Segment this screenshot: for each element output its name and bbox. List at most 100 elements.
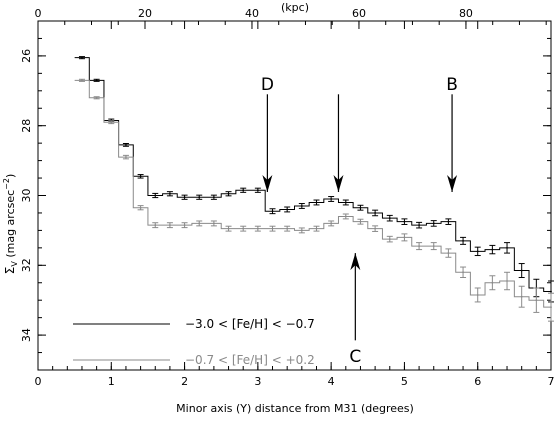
top-tick-label: 60 (352, 7, 366, 20)
data-point (506, 280, 508, 282)
data-point (374, 227, 377, 230)
data-point (242, 227, 245, 230)
x-axis-title: Minor axis (Y) distance from M31 (degree… (176, 402, 414, 415)
data-point (491, 248, 494, 251)
data-point (447, 252, 450, 254)
data-point (212, 222, 215, 225)
x-tick-label: 1 (108, 375, 115, 388)
data-point (183, 224, 186, 227)
y-tick-label: 26 (20, 49, 33, 63)
data-point (95, 96, 98, 99)
data-point (315, 201, 318, 204)
top-tick-label: 0 (35, 7, 42, 20)
data-point (550, 306, 552, 309)
arrow-label: B (446, 75, 458, 95)
top-axis-title: (kpc) (281, 1, 309, 14)
data-point (315, 227, 318, 230)
data-point (198, 222, 201, 225)
data-point (81, 79, 83, 82)
data-point (388, 217, 391, 220)
data-point (139, 206, 142, 209)
x-tick-label: 2 (181, 375, 188, 388)
data-point (169, 224, 171, 227)
series-step-line-0 (74, 57, 551, 292)
data-point (227, 192, 230, 195)
data-point (212, 196, 215, 199)
data-point (550, 290, 552, 293)
data-point (286, 227, 289, 230)
data-point (154, 224, 157, 227)
x-tick-label: 7 (548, 375, 555, 388)
data-point (403, 220, 406, 223)
y-axis-title: ΣV (mag arcsec−2) (2, 174, 19, 275)
data-point (286, 208, 289, 211)
data-point (198, 196, 201, 199)
data-point (183, 196, 186, 199)
data-point (227, 227, 230, 230)
arrow-label: D (261, 75, 274, 95)
data-point (256, 227, 259, 230)
x-tick-label: 6 (474, 375, 481, 388)
data-point (300, 205, 303, 207)
x-tick-label: 5 (401, 375, 408, 388)
top-tick-label: 40 (245, 7, 259, 20)
y-tick-label: 28 (20, 119, 33, 133)
data-point (154, 194, 157, 197)
data-point (403, 236, 406, 239)
annotation-group: D B C (261, 75, 458, 367)
data-point (374, 212, 377, 214)
data-point (418, 224, 420, 227)
data-point (300, 229, 303, 232)
x-tick-label: 0 (35, 375, 42, 388)
data-point (330, 198, 333, 200)
arrow-head (333, 175, 344, 193)
data-point (447, 220, 450, 223)
arrow-head (350, 253, 361, 271)
top-tick-label: 20 (138, 7, 152, 20)
data-point (330, 222, 333, 225)
data-point (242, 189, 245, 192)
data-point (344, 215, 347, 218)
data-point (476, 294, 479, 296)
data-point (359, 206, 362, 209)
y-tick-label: 34 (20, 328, 33, 342)
data-point (125, 143, 127, 146)
data-point (476, 250, 479, 253)
series-step-line-1 (74, 79, 551, 308)
data-point (535, 299, 538, 302)
data-point (344, 201, 347, 204)
data-point (271, 227, 274, 230)
data-point (491, 281, 494, 284)
data-point (256, 189, 259, 192)
arrow-head (447, 175, 458, 193)
data-point (95, 79, 98, 82)
y-tick-label: 30 (20, 189, 33, 203)
data-point (359, 220, 362, 223)
y-tick-label: 32 (20, 258, 33, 272)
arrow-label: C (349, 347, 361, 367)
data-point (506, 246, 508, 249)
data-point (520, 295, 523, 298)
legend-label-metal-poor: −3.0 < [Fe/H] < −0.7 (185, 317, 315, 331)
x-tick-label: 4 (328, 375, 335, 388)
data-point (520, 269, 523, 272)
data-point (271, 210, 274, 213)
arrow-head (262, 175, 273, 193)
data-point (81, 56, 83, 59)
data-point (462, 271, 464, 274)
data-point (432, 245, 435, 248)
data-point (110, 121, 113, 124)
legend-label-metal-rich: −0.7 < [Fe/H] < +0.2 (185, 353, 315, 367)
data-point (169, 192, 171, 195)
legend: −3.0 < [Fe/H] < −0.7 −0.7 < [Fe/H] < +0.… (73, 317, 315, 367)
data-point (388, 238, 391, 241)
data-point (432, 222, 435, 225)
data-point (418, 245, 420, 248)
data-point (125, 156, 127, 159)
x-tick-label: 3 (254, 375, 261, 388)
series-group (74, 56, 554, 322)
top-tick-label: 80 (459, 7, 473, 20)
data-point (139, 175, 142, 178)
